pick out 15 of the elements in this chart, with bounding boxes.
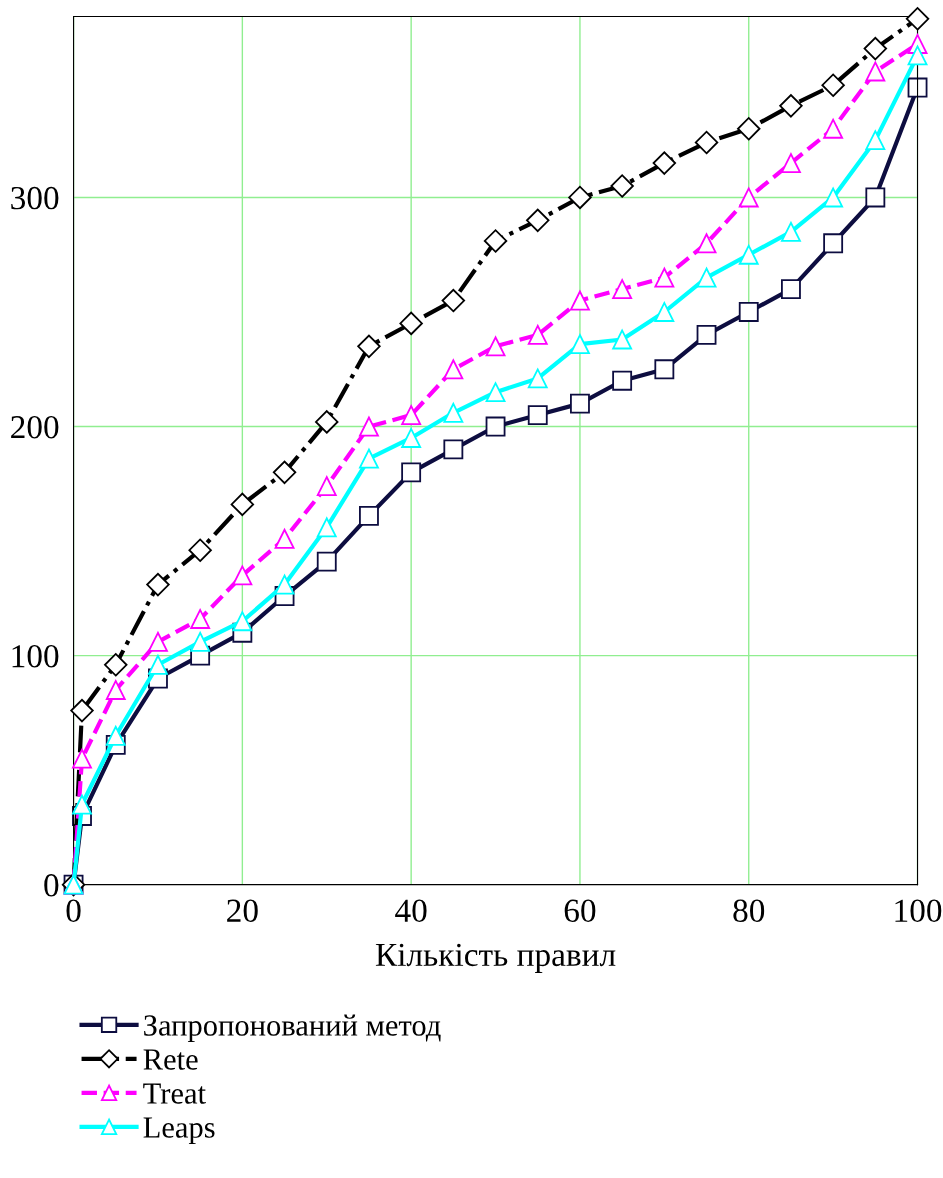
- x-tick-label: 80: [733, 899, 765, 923]
- x-tick-label: 60: [564, 899, 596, 923]
- x-tick-label: 40: [395, 899, 427, 923]
- x-tick-label: 0: [66, 899, 81, 923]
- y-tick-label: 100: [12, 645, 59, 668]
- x-axis-title: Кількість правил: [375, 943, 616, 973]
- x-tick-label: 100: [895, 899, 942, 923]
- legend-label: Leaps: [143, 1117, 215, 1145]
- y-tick-label: 300: [11, 186, 59, 210]
- x-tick-label: 20: [227, 899, 258, 923]
- y-tick-label: 200: [11, 415, 59, 439]
- y-tick-label: 0: [44, 874, 59, 897]
- legend-label: Rete: [143, 1049, 198, 1070]
- legend-label: Запропонований метод: [144, 1014, 441, 1042]
- legend-label: Treat: [143, 1083, 206, 1104]
